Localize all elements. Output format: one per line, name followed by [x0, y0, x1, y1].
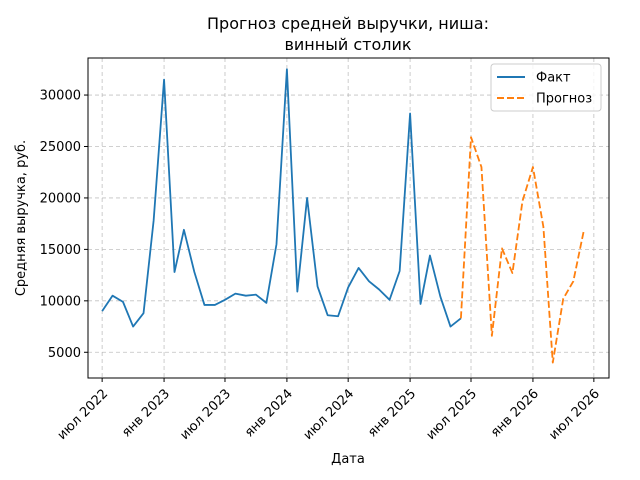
chart-title-line-1: Прогноз средней выручки, ниша:: [207, 14, 489, 33]
series-line-forecast: [460, 136, 585, 364]
legend-box: [490, 63, 602, 112]
legend-label-fact: Факт: [536, 71, 571, 86]
y-axis-label: Средняя выручка, руб.: [14, 140, 29, 296]
y-tick-label: 30000: [40, 89, 81, 104]
grid-layer: [88, 58, 609, 378]
legend-label-forecast: Прогноз: [536, 92, 592, 107]
series-layer: [101, 68, 585, 364]
y-tick-label: 15000: [40, 243, 81, 258]
chart-title-line-2: винный столик: [284, 35, 411, 54]
y-tick-label: 25000: [40, 140, 81, 155]
y-tick-label: 20000: [40, 191, 81, 206]
x-axis-label: Дата: [331, 452, 365, 467]
series-line-fact: [101, 68, 462, 328]
y-tick-label: 5000: [48, 346, 81, 361]
legend: Факт Прогноз: [490, 63, 602, 112]
y-tick-label: 10000: [40, 294, 81, 309]
